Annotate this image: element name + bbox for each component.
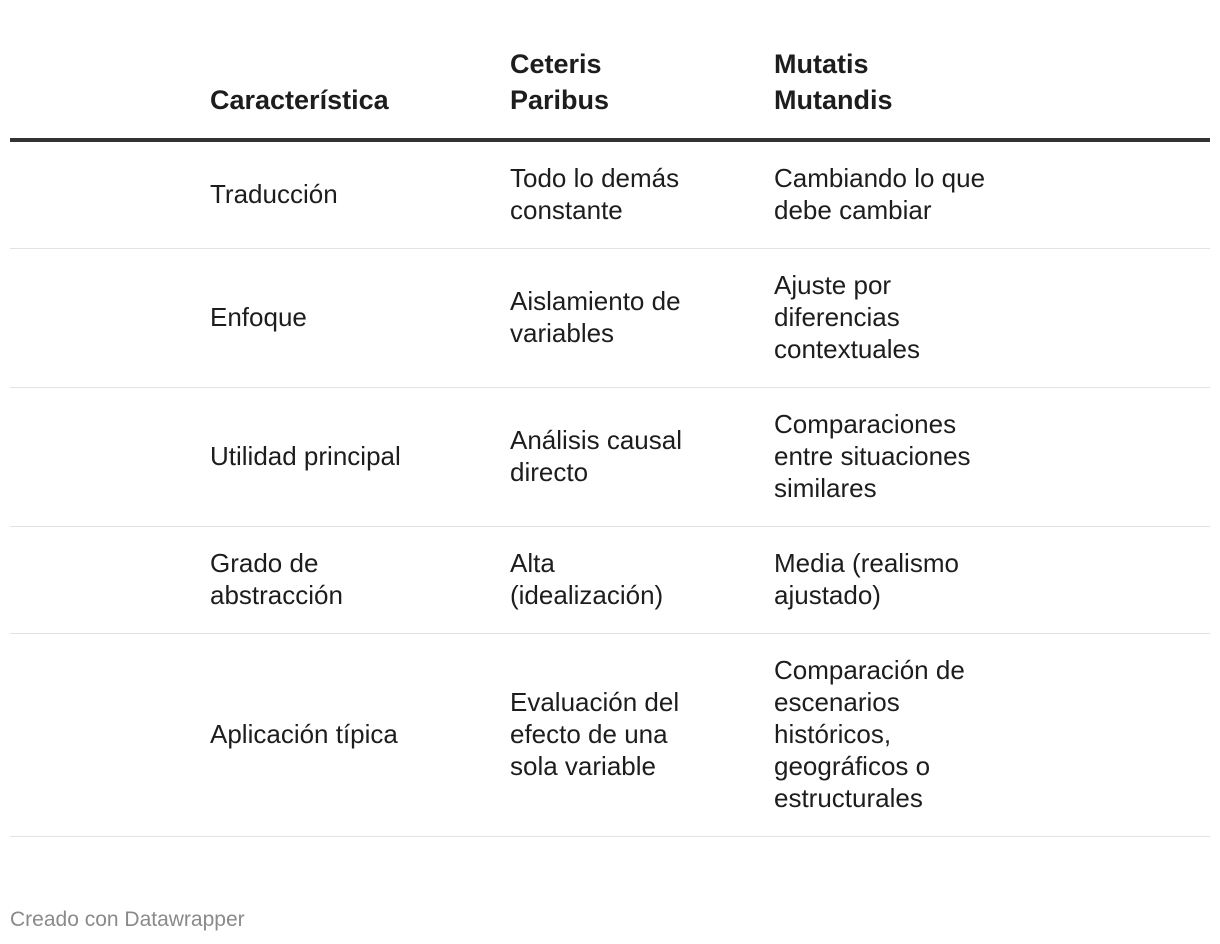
header-caracteristica: Característica [210,30,510,142]
table-row: Utilidad principal Análisis causal direc… [10,387,1210,527]
cell-mutatis-mutandis: Ajuste por diferencias contextuales [774,248,1210,388]
row-spacer [10,248,210,388]
row-spacer [10,387,210,527]
comparison-table-container: Característica Ceteris Paribus Mutatis M… [10,30,1210,837]
table-row: Grado de abstracción Alta (idealización)… [10,526,1210,634]
table-row: Enfoque Aislamiento de variables Ajuste … [10,248,1210,388]
table-header-row: Característica Ceteris Paribus Mutatis M… [10,30,1210,142]
cell-caracteristica: Grado de abstracción [210,526,510,634]
header-spacer [10,30,210,142]
comparison-table: Característica Ceteris Paribus Mutatis M… [10,30,1210,837]
cell-mutatis-mutandis: Media (realismo ajustado) [774,526,1210,634]
row-spacer [10,140,210,249]
cell-caracteristica: Utilidad principal [210,387,510,527]
cell-mutatis-mutandis: Comparación de escenarios históricos, ge… [774,633,1210,837]
header-ceteris-paribus: Ceteris Paribus [510,30,774,142]
cell-ceteris-paribus: Todo lo demás constante [510,140,774,249]
cell-ceteris-paribus: Análisis causal directo [510,387,774,527]
cell-mutatis-mutandis: Cambiando lo que debe cambiar [774,140,1210,249]
cell-mutatis-mutandis: Comparaciones entre situaciones similare… [774,387,1210,527]
cell-caracteristica: Aplicación típica [210,633,510,837]
table-row: Traducción Todo lo demás constante Cambi… [10,140,1210,249]
cell-caracteristica: Enfoque [210,248,510,388]
cell-ceteris-paribus: Evaluación del efecto de una sola variab… [510,633,774,837]
row-spacer [10,633,210,837]
cell-caracteristica: Traducción [210,140,510,249]
table-row: Aplicación típica Evaluación del efecto … [10,633,1210,837]
cell-ceteris-paribus: Aislamiento de variables [510,248,774,388]
datawrapper-credit[interactable]: Creado con Datawrapper [10,908,245,931]
row-spacer [10,526,210,634]
cell-ceteris-paribus: Alta (idealización) [510,526,774,634]
header-mutatis-mutandis: Mutatis Mutandis [774,30,1210,142]
